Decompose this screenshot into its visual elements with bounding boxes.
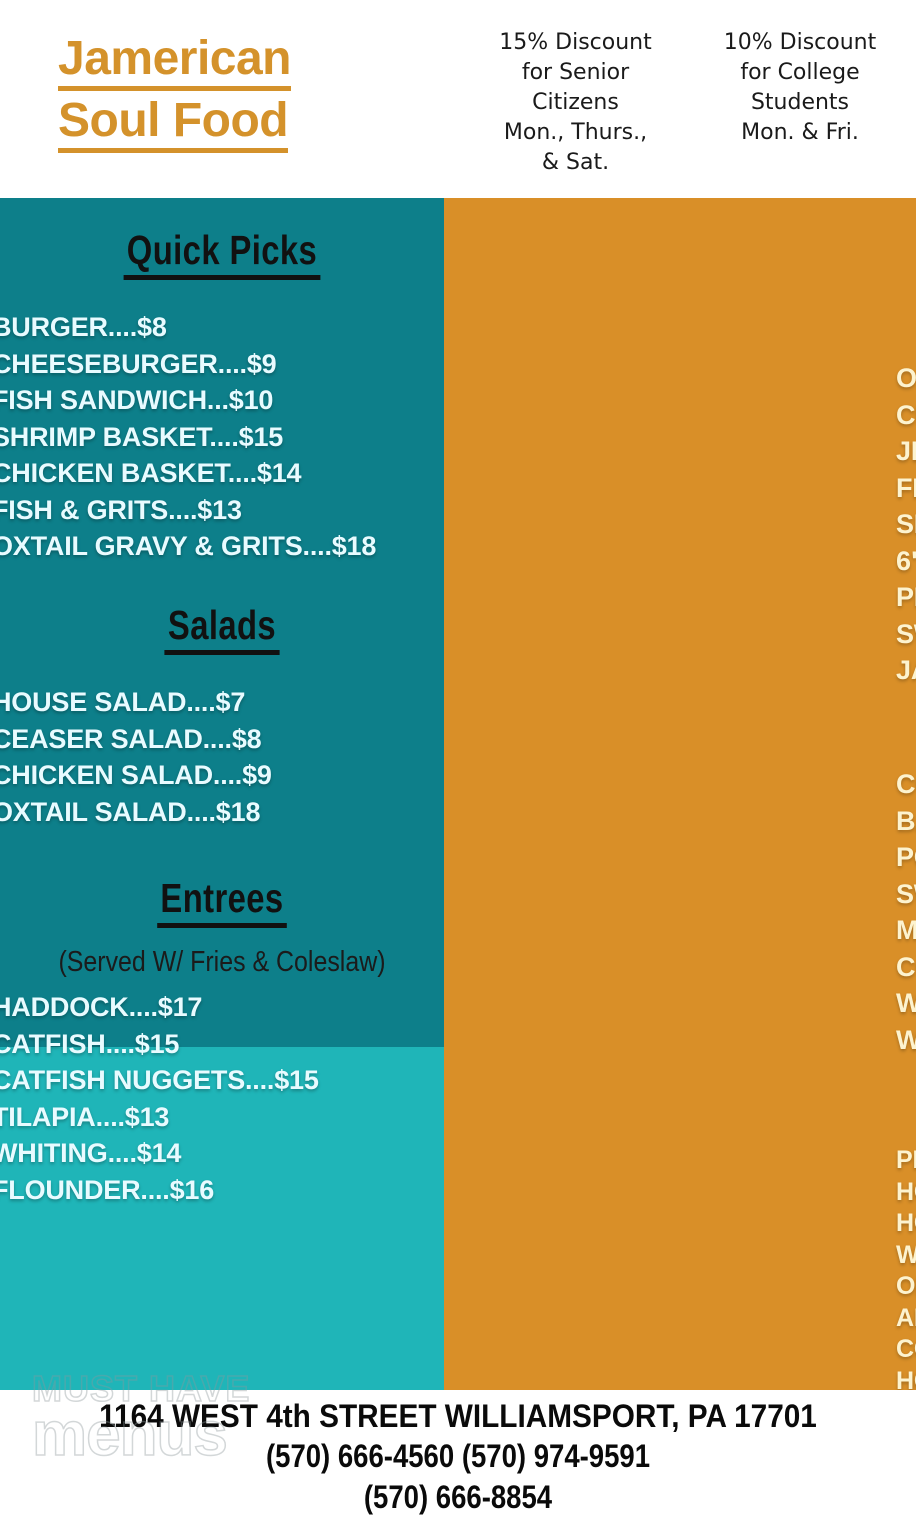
phone-numbers-line-1: (570) 666-4560 (570) 974-9591 (265, 1438, 651, 1474)
menu-item: COFFEE....$1.50 (896, 1335, 916, 1363)
left-column-lower-band (0, 1047, 444, 1390)
section-heading-entrees: Entrees (44, 876, 399, 928)
menu-item: CHEESEBURGER....$9 (0, 348, 277, 379)
menu-item: APPLE JUICE....$3 (896, 1303, 916, 1332)
menu-item: CHICKEN BASKET....$14 (0, 458, 302, 488)
menu-item: W/ RED BEANS....$4 (896, 1024, 916, 1055)
menu-item: POTATO SALAD....$4 (896, 842, 916, 872)
menu-item: OXTAIL SALAD....$18 (0, 796, 261, 827)
menu-item: MACARONI SALAD....$4 (896, 915, 916, 945)
menu-item: SMOTHERED FRIED CHICKEN..$20 (896, 509, 916, 539)
menu-item: CHICKEN SALAD....$9 (0, 760, 272, 790)
sides-item-list: COLESLAW....$4 BAKED MAC&CHEESE....$5 PO… (896, 766, 916, 1058)
menu-item: FISH & GRITS....$13 (0, 494, 242, 525)
salads-item-list: HOUSE SALAD....$7 CEASER SALAD....$8 CHI… (0, 684, 462, 830)
menu-item: HOT CHOCOLATE....$2 (896, 1366, 916, 1395)
entrees-item-list: HADDOCK....$17 CATFISH....$15 CATFISH NU… (0, 989, 462, 1208)
menu-item: OXTAIL GRAVY & GRITS....$18 (0, 531, 377, 561)
phone-numbers-line-2: (570) 666-8854 (363, 1479, 553, 1515)
menu-item: CEASER SALAD....$8 (0, 723, 262, 754)
menu-item: WHITE RICE, YELLOW RICE, RICE (896, 988, 916, 1018)
restaurant-address: 1164 WEST 4th STREET WILLIAMSPORT, PA 17… (99, 1398, 817, 1434)
menu-item: 6" OXTAIL CHEESESTEAK....$20 (896, 545, 916, 576)
menu-item: HOMEMADE LEMONADE....$4 (896, 1177, 916, 1206)
menu-item: WHITING....$14 (0, 1138, 182, 1168)
senior-discount-notice: 15% Discount for Senior Citizens Mon., T… (499, 30, 652, 175)
menu-item: COLLARD GREENS....$4 (896, 951, 916, 982)
menu-item: BURGER....$8 (0, 312, 167, 342)
menu-item: SWEET POTATO FRIES....$6 (896, 618, 916, 649)
menu-item: PLANTAINS (4)....$4 (896, 582, 916, 612)
menu-item: ORANGE JUICE....$3 (896, 1272, 916, 1300)
menu-item: FRIED CHICKEN....$20 (896, 472, 916, 503)
menu-item: CURRY CHICKEN....$25 (896, 399, 916, 430)
menu-item: FISH SANDWICH...$10 (0, 385, 274, 415)
section-heading-quick-picks: Quick Picks (44, 228, 399, 280)
quick-picks-item-list: BURGER....$8 CHEESEBURGER....$9 FISH SAN… (0, 309, 462, 565)
brand-line-1: Jamerican (58, 34, 292, 91)
left-menu-column: Quick Picks BURGER....$8 CHEESEBURGER...… (0, 198, 444, 1390)
entrees-subtitle: (Served W/ Fries & Coleslaw) (58, 946, 386, 978)
restaurant-logo: Jamerican Soul Food (58, 34, 398, 158)
brand-line-2: Soul Food (58, 96, 289, 153)
drinks-item-list: PEPSI PRODUCTS...$3 HOMEMADE LEMONADE...… (896, 1145, 916, 1397)
menu-item: JERK CHICKEN....$25 (896, 436, 916, 466)
menu-footer: 1164 WEST 4th STREET WILLIAMSPORT, PA 17… (0, 1390, 916, 1526)
menu-item: PEPSI PRODUCTS...$3 (896, 1146, 916, 1174)
menu-item: HOMEMADE SWEET TEA....$4 (896, 1209, 916, 1237)
right-menu-column: Weekend Entrees/Special Items (Served W/… (444, 198, 916, 1395)
menu-item: WATERMELON/STRAWBERRY....$4 (896, 1240, 916, 1269)
menu-header: Jamerican Soul Food 15% Discount for Sen… (0, 0, 916, 198)
menu-item: BAKED MAC&CHEESE....$5 (896, 805, 916, 836)
menu-item: COLESLAW....$4 (896, 769, 916, 799)
menu-item: HADDOCK....$17 (0, 992, 203, 1022)
menu-item: HOUSE SALAD....$7 (0, 687, 246, 717)
college-discount-notice: 10% Discount for College Students Mon. &… (723, 30, 877, 145)
menu-item: FLOUNDER....$16 (0, 1174, 215, 1205)
menu-item: JAMAICAN BEEF PATTIES....$4 (896, 655, 916, 685)
menu-item: CATFISH NUGGETS....$15 (0, 1065, 319, 1095)
menu-item: SWEET POTATOES....$4 (896, 878, 916, 909)
menu-item: CATFISH....$15 (0, 1028, 180, 1059)
menu-item: SHRIMP BASKET....$15 (0, 421, 284, 452)
menu-board: Quick Picks BURGER....$8 CHEESEBURGER...… (0, 198, 916, 1395)
section-heading-salads: Salads (44, 603, 399, 655)
menu-item: TILAPIA....$13 (0, 1101, 170, 1132)
